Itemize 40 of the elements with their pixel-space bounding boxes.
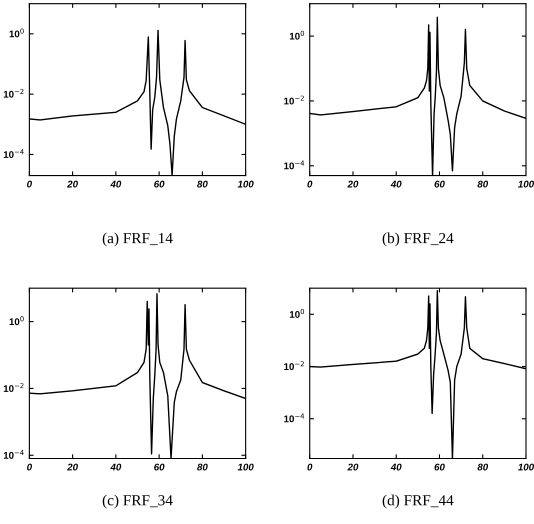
x-axis-title: (b) FRF_24 (382, 232, 454, 246)
x-tick-label: 20 (347, 464, 358, 470)
x-tick-label: 60 (154, 180, 164, 188)
y-tick-label: 10$^{−4}$ (284, 414, 304, 422)
y-tick-label: 10$^{−2}$ (284, 96, 304, 104)
x-tick-label: 40 (110, 464, 122, 470)
y-tick-label: 10$^{−2}$ (4, 88, 24, 98)
x-axis-title: (c) FRF_34 (102, 494, 173, 508)
x-tick-label: 40 (390, 180, 402, 188)
x-tick-label: 80 (197, 180, 208, 188)
x-tick-label: 20 (67, 180, 78, 188)
x-tick-label: 40 (390, 464, 402, 470)
y-tick-label: 10$^{−4}$ (4, 149, 24, 158)
x-tick-label: 60 (154, 464, 164, 470)
x-tick-label: 0 (307, 180, 312, 188)
y-tick-label: 10$^{0}$ (10, 316, 24, 326)
y-tick-label: 10$^{−2}$ (284, 361, 304, 370)
x-tick-label: 80 (477, 180, 488, 188)
x-tick-label: 100 (238, 464, 254, 470)
y-tick-label: 10$^{−4}$ (284, 160, 304, 170)
y-tick-label: 10$^{0}$ (290, 308, 304, 318)
x-tick-label: 100 (238, 180, 254, 188)
y-tick-label: 10$^{−4}$ (4, 450, 24, 459)
x-tick-label: 20 (347, 180, 358, 188)
x-tick-label: 60 (434, 464, 445, 470)
x-tick-label: 80 (477, 464, 488, 470)
x-tick-label: 0 (27, 180, 32, 188)
y-tick-label: 10$^{0}$ (290, 30, 304, 40)
x-axis-title: (a) FRF_14 (102, 232, 173, 246)
x-tick-label: 20 (67, 464, 78, 470)
x-tick-label: 100 (518, 464, 534, 470)
x-tick-label: 60 (434, 180, 445, 188)
x-tick-label: 0 (27, 464, 32, 470)
x-tick-label: 100 (518, 180, 534, 188)
x-tick-label: 0 (307, 464, 312, 470)
x-tick-label: 40 (110, 180, 122, 188)
y-tick-label: 10$^{0}$ (10, 28, 24, 38)
x-axis-title: (d) FRF_44 (382, 494, 454, 508)
y-tick-label: 10$^{−2}$ (4, 383, 24, 392)
x-tick-label: 80 (197, 464, 208, 470)
